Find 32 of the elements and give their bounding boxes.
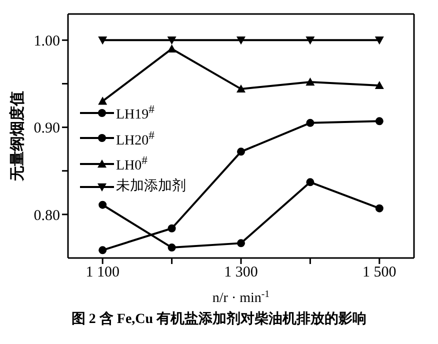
point (306, 36, 315, 45)
x-tick-label: 1 500 (362, 264, 396, 281)
x-tick-label: 1 300 (224, 264, 258, 281)
point (306, 77, 315, 86)
point (98, 200, 107, 209)
x-axis-title: n/r · min$^{-1}$ (212, 288, 270, 306)
point (98, 96, 108, 105)
point (236, 84, 246, 93)
point (375, 204, 384, 212)
point (98, 36, 108, 45)
y-tick-label: 0.90 (34, 120, 60, 137)
point (237, 239, 245, 248)
point (306, 118, 314, 127)
point (237, 148, 245, 156)
legend-label: LH20$^{#}$ (116, 128, 154, 150)
point (306, 178, 314, 186)
point (98, 246, 107, 254)
y-axis-title: 无量纲烟度值 (8, 91, 26, 182)
y-tick-label: 0.80 (34, 208, 60, 224)
legend-label: 未加添加剂 (116, 177, 186, 196)
point (236, 36, 246, 45)
point (374, 80, 384, 90)
y-tick-label: 1.00 (34, 33, 60, 50)
legend-label: LH0$^{#}$ (116, 153, 148, 176)
text: 图 2 含 Fe,Cu 有机盐添加剂对柴油机排放的影响 (70, 310, 368, 328)
point (167, 36, 176, 45)
point (374, 36, 384, 45)
point (168, 224, 176, 232)
x-tick-label: 1 100 (86, 264, 120, 281)
legend-label: LH19$^{#}$ (116, 102, 154, 125)
point (168, 244, 176, 252)
point (375, 117, 384, 126)
